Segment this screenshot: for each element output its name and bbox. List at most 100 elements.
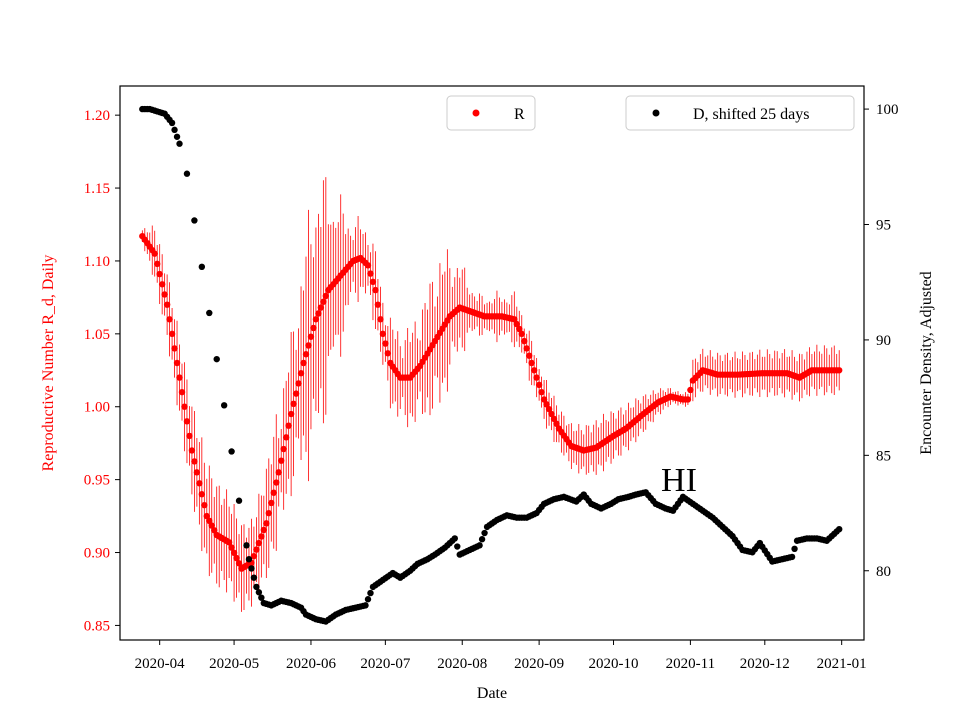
d-point [788,553,796,561]
right-tick-label: 100 [876,102,899,118]
r-point [369,278,377,286]
r-point [255,539,263,547]
d-point [451,535,458,542]
d-point [362,602,369,609]
plot-frame [119,85,865,641]
r-point [163,301,171,308]
right-tick-label: 80 [876,564,891,580]
r-point [300,359,307,367]
r-point [183,418,191,425]
r-point [253,546,260,553]
r-point [230,549,238,557]
r-point [260,526,268,534]
r-point [523,345,530,352]
d-point [235,497,243,504]
r-point [367,270,374,277]
r-point [285,422,292,429]
x-tick-label: 2020-10 [589,656,639,672]
r-point [297,370,305,377]
r-point [310,324,317,332]
x-tick-label: 2020-12 [740,656,790,672]
r-point [540,396,548,403]
r-point [158,281,166,288]
x-tick-label: 2020-08 [437,656,487,672]
r-point [307,333,315,340]
d-point [220,402,228,409]
r-point [250,552,258,560]
r-point [265,509,272,517]
r-point [275,469,282,476]
d-point [171,126,178,134]
x-axis-ticks: 2020-04 2020-05 2020-06 2020-07 2020-08 2020-… [135,640,867,672]
r-point [295,380,302,387]
legend-d-label: D, shifted 25 days [693,106,809,123]
left-tick-label: 1.20 [84,108,110,124]
d-point [258,594,265,601]
r-point [526,352,533,359]
d-point [836,526,843,533]
r-point [287,410,295,418]
r-point [384,350,392,357]
d-point [250,574,258,581]
left-tick-label: 0.95 [84,473,110,489]
r-point [263,520,270,527]
r-point [225,539,233,546]
r-point [282,434,290,441]
left-tick-label: 1.15 [84,181,110,197]
d-point [228,448,235,455]
r-point [377,316,384,323]
right-tick-label: 90 [876,333,891,349]
r-point [528,359,535,367]
r-point [156,270,163,278]
r-point [530,367,538,374]
r-point [268,499,275,507]
r-point [511,316,518,323]
r-point [258,533,265,540]
r-point [317,304,325,311]
left-tick-label: 1.05 [84,327,110,343]
d-point [367,589,374,597]
d-point [248,565,255,572]
d-point [253,583,260,591]
x-tick-label: 2020-11 [666,656,715,672]
x-tick-label: 2020-07 [360,656,410,672]
r-point [315,310,322,317]
r-point [196,480,203,487]
legend-d-box [625,95,855,131]
r-point [161,291,168,298]
r-point [235,560,243,567]
x-tick-label: 2021-01 [817,656,867,672]
d-point [791,545,798,553]
d-point [481,529,488,537]
r-point [168,330,176,338]
r-point [533,374,540,381]
r-point [836,367,843,374]
r-point [186,432,193,440]
d-point [255,589,263,596]
left-tick-label: 0.85 [84,618,110,634]
d-point [454,543,461,550]
d-point [206,309,213,317]
r-point [292,390,300,397]
legend-d-marker [652,109,660,117]
r-point [201,501,208,509]
right-tick-label: 85 [876,448,891,464]
r-point [543,401,550,408]
x-tick-label: 2020-06 [286,656,336,672]
r-point [545,405,553,413]
r-point [191,458,198,465]
r-point [312,316,320,323]
r-point [154,260,161,268]
d-point [198,263,206,271]
legend-r-marker [472,109,480,117]
x-tick-label: 2020-04 [135,656,185,672]
r-point [173,359,181,367]
r-point [382,340,389,347]
r-point [193,469,201,476]
d-point [245,556,253,563]
d-point [173,133,181,140]
r-point [228,544,235,551]
d-point [213,355,220,363]
d-point [191,217,198,224]
d-point [364,596,372,603]
